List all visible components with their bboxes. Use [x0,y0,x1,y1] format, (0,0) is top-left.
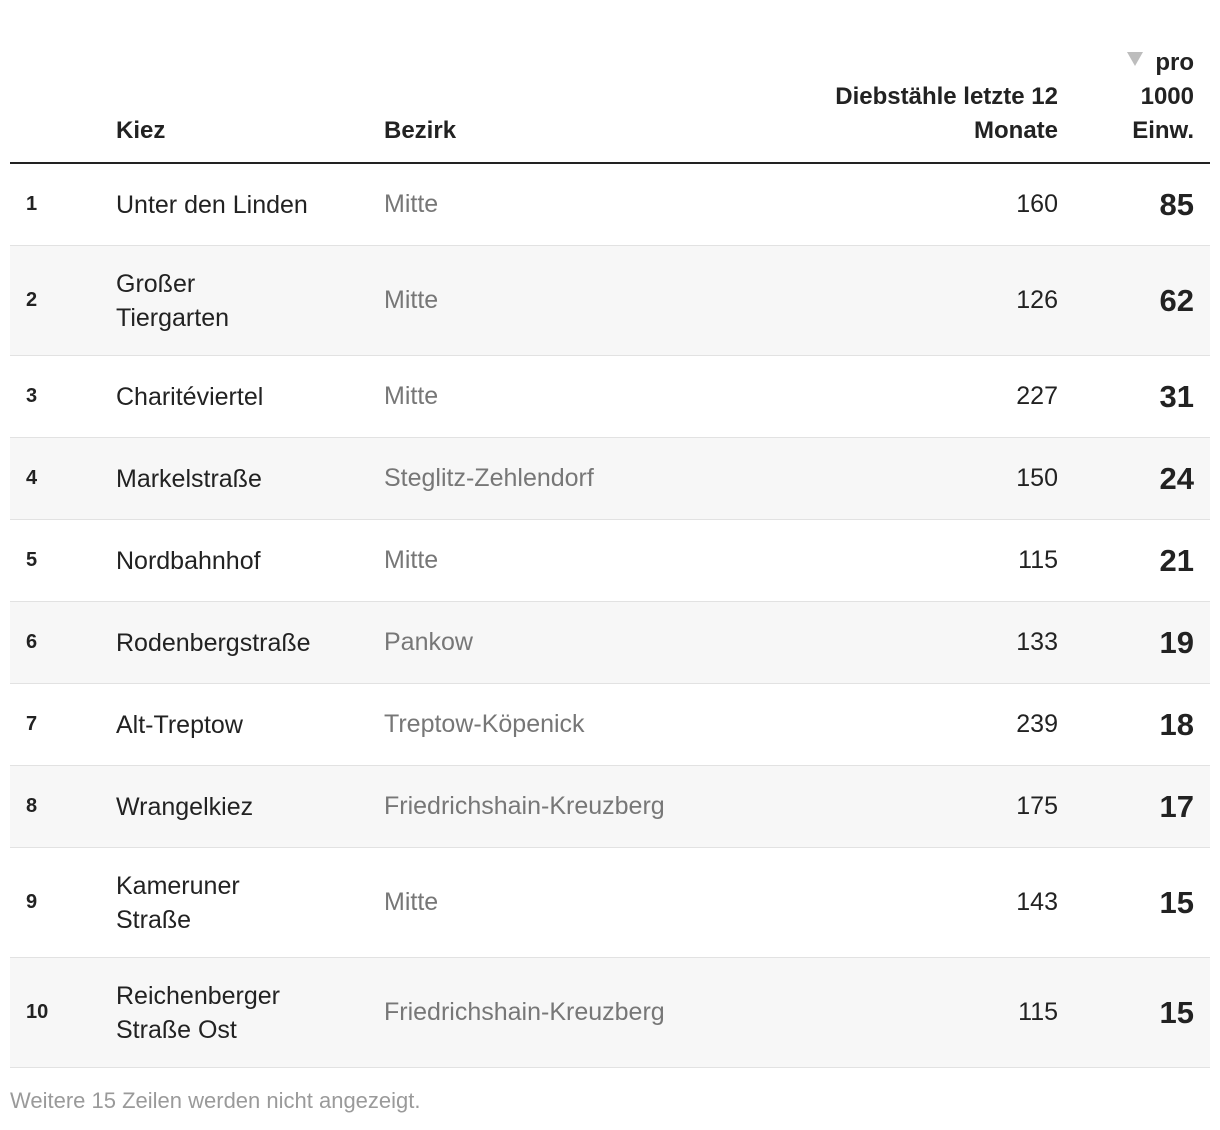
kiez-line1: Charitéviertel [116,382,264,411]
kiez-line2: Straße [116,905,192,934]
pro-1000-cell: 62 [1159,282,1194,318]
table-row: 6 Rodenbergstraße Pankow 133 19 [10,602,1210,684]
diebstaehle-cell: 160 [1016,190,1058,218]
column-header-pro-line2: 1000 [1140,83,1194,110]
pro-1000-cell: 15 [1159,994,1194,1030]
pro-1000-cell: 21 [1159,542,1194,578]
column-header-bezirk[interactable]: Bezirk [384,114,456,148]
diebstaehle-cell: 115 [1018,998,1058,1026]
rank-cell: 1 [26,193,38,215]
table-row: 3 Charitéviertel Mitte 227 31 [10,356,1210,438]
pro-1000-cell: 17 [1159,788,1194,824]
table-header: Kiez Bezirk Diebstähle letzte 12 Monate … [10,0,1210,164]
rank-cell: 4 [26,467,38,489]
rank-cell: 5 [26,549,38,571]
kiez-cell: Charitéviertel [116,356,356,437]
rank-cell: 8 [26,795,38,817]
table-row: 10 Reichenberger Straße Ost Friedrichshai… [10,958,1210,1068]
column-header-diebstaehle-line1: Diebstähle letzte 12 [835,83,1058,110]
bezirk-cell: Mitte [384,382,439,410]
kiez-cell: Unter den Linden [116,164,356,245]
kiez-line1: Nordbahnhof [116,546,261,575]
kiez-cell: Markelstraße [116,438,356,519]
bezirk-cell: Friedrichshain-Kreuzberg [384,998,665,1026]
column-header-pro-1000[interactable]: pro 1000 Einw. [1094,46,1194,148]
rank-cell: 7 [26,713,38,735]
kiez-line1: Wrangelkiez [116,792,254,821]
diebstaehle-cell: 133 [1016,628,1058,656]
table-row: 7 Alt-Treptow Treptow-Köpenick 239 18 [10,684,1210,766]
column-header-pro-line1: pro [1094,46,1194,80]
kiez-line2: Straße Ost [116,1015,237,1044]
diebstaehle-cell: 227 [1016,382,1058,410]
rank-cell: 10 [26,1001,49,1023]
pro-1000-cell: 18 [1159,706,1194,742]
rank-cell: 2 [26,289,38,311]
column-header-pro-label: pro [1155,49,1194,76]
kiez-cell: Rodenbergstraße [116,602,356,683]
kiez-cell: Kameruner Straße [116,848,356,957]
rank-cell: 3 [26,385,38,407]
bezirk-cell: Mitte [384,286,439,314]
kiez-line1: Markelstraße [116,464,262,493]
table-row: 1 Unter den Linden Mitte 160 85 [10,164,1210,246]
rank-cell: 9 [26,891,38,913]
column-header-kiez-label: Kiez [116,117,166,144]
kiez-cell: Alt-Treptow [116,684,356,765]
bezirk-cell: Mitte [384,888,439,916]
table-row: 2 Großer Tiergarten Mitte 126 62 [10,246,1210,356]
diebstaehle-cell: 239 [1016,710,1058,738]
bezirk-cell: Mitte [384,546,439,574]
kiez-cell: Großer Tiergarten [116,246,356,355]
diebstaehle-cell: 150 [1016,464,1058,492]
bezirk-cell: Mitte [384,190,439,218]
column-header-diebstaehle[interactable]: Diebstähle letzte 12 Monate [758,80,1058,148]
column-header-pro-line3: Einw. [1132,117,1194,144]
diebstaehle-cell: 143 [1016,888,1058,916]
kiez-cell: Nordbahnhof [116,520,356,601]
bezirk-cell: Steglitz-Zehlendorf [384,464,594,492]
diebstaehle-cell: 115 [1018,546,1058,574]
kiez-line1: Unter den Linden [116,190,308,219]
table-row: 5 Nordbahnhof Mitte 115 21 [10,520,1210,602]
pro-1000-cell: 15 [1159,884,1194,920]
column-header-diebstaehle-line2: Monate [974,117,1058,144]
diebstaehle-cell: 126 [1016,286,1058,314]
table-row: 9 Kameruner Straße Mitte 143 15 [10,848,1210,958]
kiez-line1: Reichenberger [116,981,280,1010]
kiez-cell: Wrangelkiez [116,766,356,847]
kiez-line1: Kameruner [116,871,240,900]
pro-1000-cell: 24 [1159,460,1194,496]
data-table: Kiez Bezirk Diebstähle letzte 12 Monate … [10,0,1210,1068]
bezirk-cell: Pankow [384,628,473,656]
bezirk-cell: Friedrichshain-Kreuzberg [384,792,665,820]
kiez-line2: Tiergarten [116,303,230,332]
pro-1000-cell: 85 [1159,186,1194,222]
diebstaehle-cell: 175 [1016,792,1058,820]
kiez-line1: Rodenbergstraße [116,628,311,657]
rank-cell: 6 [26,631,38,653]
column-header-kiez[interactable]: Kiez [116,114,165,148]
kiez-cell: Reichenberger Straße Ost [116,958,356,1067]
kiez-line1: Großer [116,269,196,298]
kiez-line1: Alt-Treptow [116,710,243,739]
column-header-bezirk-label: Bezirk [384,117,457,144]
pro-1000-cell: 31 [1159,378,1194,414]
table-footnote: Weitere 15 Zeilen werden nicht angezeigt… [10,1088,421,1113]
bezirk-cell: Treptow-Köpenick [384,710,585,738]
table-row: 4 Markelstraße Steglitz-Zehlendorf 150 2… [10,438,1210,520]
table-row: 8 Wrangelkiez Friedrichshain-Kreuzberg 1… [10,766,1210,848]
pro-1000-cell: 19 [1159,624,1194,660]
sort-descending-icon [1127,52,1144,66]
